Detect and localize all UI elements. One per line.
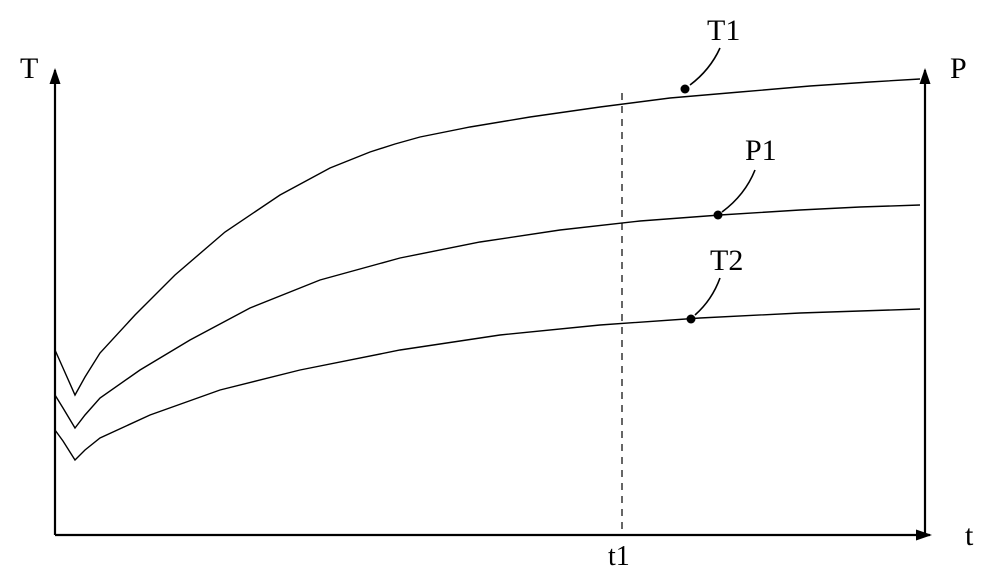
pointer-dot-T1 bbox=[681, 85, 690, 94]
pointer-label-T1: T1 bbox=[707, 14, 740, 47]
pointer-dot-T2 bbox=[687, 315, 696, 324]
x-axis-label: t bbox=[965, 519, 974, 552]
line-chart: T Pt t1 T1 P1 T2 bbox=[0, 0, 1000, 585]
pointer-dot-P1 bbox=[714, 211, 723, 220]
pointer-label-T2: T2 bbox=[710, 244, 743, 277]
pointer-label-P1: P1 bbox=[745, 134, 777, 167]
y-axis-right-label: P bbox=[950, 52, 967, 85]
y-axis-left-label: T bbox=[20, 52, 38, 85]
t1-marker-label: t1 bbox=[608, 541, 630, 572]
